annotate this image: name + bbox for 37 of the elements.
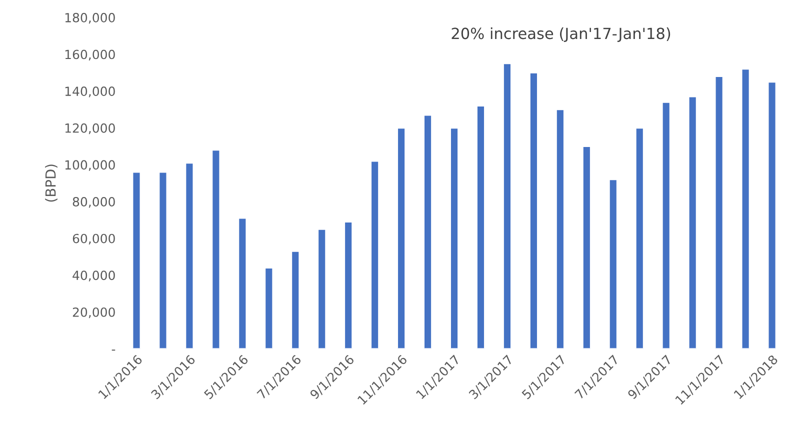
bar (264, 267, 274, 349)
bar (529, 72, 538, 349)
y-tick-label: 140,000 (65, 86, 115, 98)
y-tick-label: 20,000 (72, 307, 115, 318)
bar (344, 221, 354, 349)
bar (556, 108, 565, 349)
y-tick-label: 180,000 (65, 12, 115, 24)
y-tick-label: 80,000 (72, 197, 115, 208)
bar (661, 101, 671, 349)
y-tick-label: 160,000 (65, 50, 115, 60)
bar (158, 171, 168, 349)
y-tick-label: 60,000 (72, 234, 115, 245)
bar (238, 217, 248, 349)
bar (767, 81, 777, 349)
bar (608, 178, 618, 349)
bar (132, 171, 142, 349)
bar (317, 228, 327, 349)
bar (740, 68, 750, 349)
y-tick-label: - (112, 350, 116, 351)
bar (450, 127, 459, 349)
bar (290, 250, 300, 349)
y-tick-label: 100,000 (65, 160, 115, 171)
bar (370, 160, 380, 349)
bar (423, 114, 432, 349)
annotation: 20% increase (Jan'17-Jan'18) (452, 27, 670, 42)
bar (476, 105, 486, 349)
bar (502, 62, 512, 349)
bar (396, 127, 406, 349)
y-tick-label: 40,000 (72, 270, 115, 282)
bar (211, 149, 221, 349)
bar (582, 146, 592, 349)
bar (714, 76, 724, 349)
bar (688, 96, 698, 349)
y-axis-title: (BPD) (45, 164, 58, 202)
bar (184, 162, 194, 349)
y-tick-label: 120,000 (65, 123, 115, 134)
bar (634, 127, 644, 349)
